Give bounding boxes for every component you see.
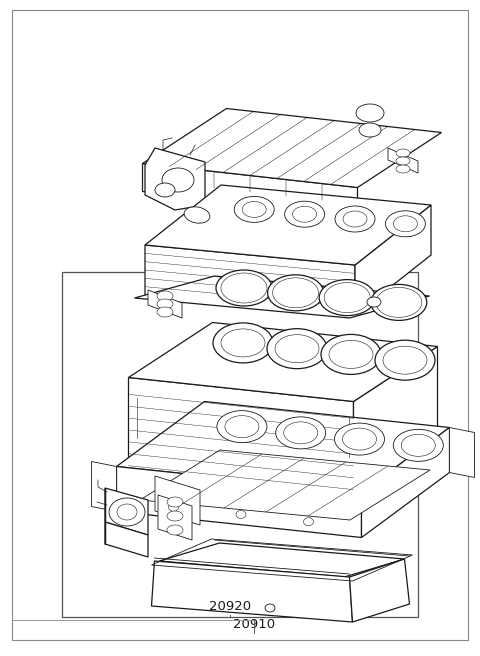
Polygon shape (12, 10, 468, 640)
Ellipse shape (393, 429, 444, 461)
Ellipse shape (383, 346, 427, 374)
Ellipse shape (167, 525, 183, 535)
Ellipse shape (285, 201, 324, 227)
Ellipse shape (265, 604, 275, 612)
Ellipse shape (376, 287, 422, 318)
Polygon shape (105, 488, 148, 535)
Ellipse shape (225, 416, 259, 438)
Ellipse shape (273, 277, 319, 308)
Ellipse shape (236, 510, 246, 518)
Polygon shape (145, 245, 355, 315)
Ellipse shape (268, 275, 324, 311)
Polygon shape (145, 185, 431, 265)
Ellipse shape (157, 307, 173, 317)
Ellipse shape (401, 434, 435, 457)
Polygon shape (152, 561, 352, 622)
Ellipse shape (167, 511, 183, 521)
Ellipse shape (394, 216, 418, 232)
Ellipse shape (343, 211, 367, 227)
Polygon shape (117, 401, 449, 493)
Polygon shape (92, 462, 117, 512)
Polygon shape (355, 205, 431, 315)
Ellipse shape (275, 335, 319, 363)
Ellipse shape (184, 207, 210, 223)
Polygon shape (143, 163, 358, 216)
Ellipse shape (359, 123, 381, 137)
Polygon shape (129, 323, 437, 401)
Ellipse shape (276, 417, 326, 449)
Polygon shape (155, 476, 200, 525)
Polygon shape (353, 346, 437, 497)
Ellipse shape (234, 196, 274, 222)
Polygon shape (449, 428, 475, 478)
Ellipse shape (324, 283, 370, 313)
Polygon shape (349, 559, 409, 622)
Text: 20920: 20920 (209, 600, 252, 613)
Text: 20910: 20910 (233, 618, 276, 631)
Ellipse shape (157, 291, 173, 301)
Ellipse shape (109, 498, 145, 526)
Polygon shape (158, 495, 192, 540)
Ellipse shape (319, 279, 375, 316)
Polygon shape (388, 148, 418, 173)
Ellipse shape (396, 165, 410, 173)
Ellipse shape (117, 504, 137, 520)
Polygon shape (159, 543, 405, 577)
Ellipse shape (242, 201, 266, 217)
Polygon shape (134, 276, 430, 318)
Ellipse shape (321, 335, 381, 375)
Polygon shape (145, 148, 205, 210)
Ellipse shape (155, 183, 175, 197)
Ellipse shape (343, 428, 376, 450)
Ellipse shape (396, 157, 410, 165)
Ellipse shape (385, 211, 425, 237)
Ellipse shape (293, 206, 317, 222)
Polygon shape (129, 377, 353, 497)
Ellipse shape (396, 149, 410, 157)
Ellipse shape (221, 329, 265, 357)
Ellipse shape (356, 104, 384, 122)
Ellipse shape (157, 299, 173, 309)
Polygon shape (105, 522, 148, 557)
Ellipse shape (335, 206, 375, 232)
Ellipse shape (162, 168, 194, 192)
Polygon shape (140, 450, 430, 520)
Ellipse shape (167, 497, 183, 507)
Ellipse shape (335, 423, 384, 455)
Polygon shape (143, 108, 442, 188)
Ellipse shape (217, 411, 267, 443)
Ellipse shape (221, 273, 267, 303)
Polygon shape (148, 290, 182, 318)
Ellipse shape (267, 329, 327, 369)
Ellipse shape (216, 270, 272, 306)
Polygon shape (117, 466, 361, 537)
Ellipse shape (303, 518, 313, 525)
Ellipse shape (329, 340, 373, 369)
Ellipse shape (367, 297, 381, 307)
Polygon shape (361, 428, 449, 537)
Ellipse shape (168, 503, 179, 511)
Ellipse shape (371, 285, 427, 320)
Ellipse shape (213, 323, 273, 363)
Ellipse shape (375, 340, 435, 380)
Ellipse shape (284, 422, 318, 444)
